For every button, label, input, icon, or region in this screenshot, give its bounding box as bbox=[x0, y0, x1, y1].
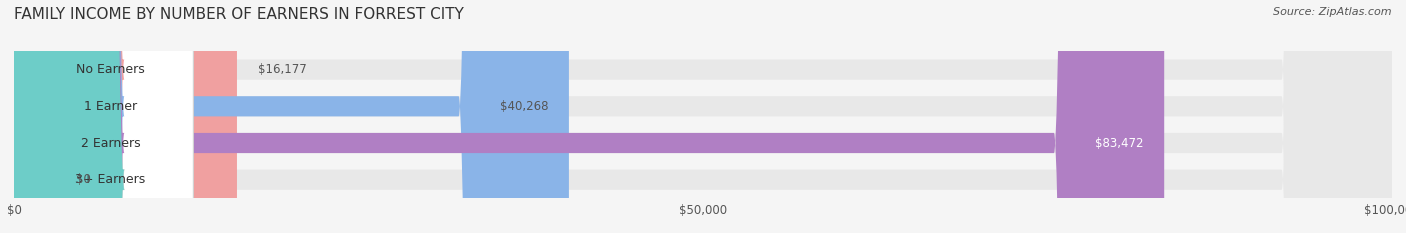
FancyBboxPatch shape bbox=[14, 0, 193, 233]
FancyBboxPatch shape bbox=[14, 0, 1392, 233]
FancyBboxPatch shape bbox=[14, 0, 569, 233]
Text: $0: $0 bbox=[76, 173, 91, 186]
Text: Source: ZipAtlas.com: Source: ZipAtlas.com bbox=[1274, 7, 1392, 17]
FancyBboxPatch shape bbox=[0, 0, 124, 233]
FancyBboxPatch shape bbox=[0, 0, 124, 233]
FancyBboxPatch shape bbox=[14, 0, 1164, 233]
Text: 2 Earners: 2 Earners bbox=[80, 137, 141, 150]
FancyBboxPatch shape bbox=[14, 0, 193, 233]
FancyBboxPatch shape bbox=[14, 0, 1392, 233]
Text: 3+ Earners: 3+ Earners bbox=[76, 173, 146, 186]
Text: $40,268: $40,268 bbox=[499, 100, 548, 113]
FancyBboxPatch shape bbox=[14, 0, 1392, 233]
FancyBboxPatch shape bbox=[0, 0, 124, 233]
FancyBboxPatch shape bbox=[14, 0, 193, 233]
Text: 1 Earner: 1 Earner bbox=[84, 100, 136, 113]
Text: No Earners: No Earners bbox=[76, 63, 145, 76]
Text: $16,177: $16,177 bbox=[257, 63, 307, 76]
FancyBboxPatch shape bbox=[0, 0, 124, 233]
Text: FAMILY INCOME BY NUMBER OF EARNERS IN FORREST CITY: FAMILY INCOME BY NUMBER OF EARNERS IN FO… bbox=[14, 7, 464, 22]
Text: $83,472: $83,472 bbox=[1095, 137, 1143, 150]
FancyBboxPatch shape bbox=[14, 0, 238, 233]
FancyBboxPatch shape bbox=[14, 0, 1392, 233]
FancyBboxPatch shape bbox=[14, 0, 193, 233]
